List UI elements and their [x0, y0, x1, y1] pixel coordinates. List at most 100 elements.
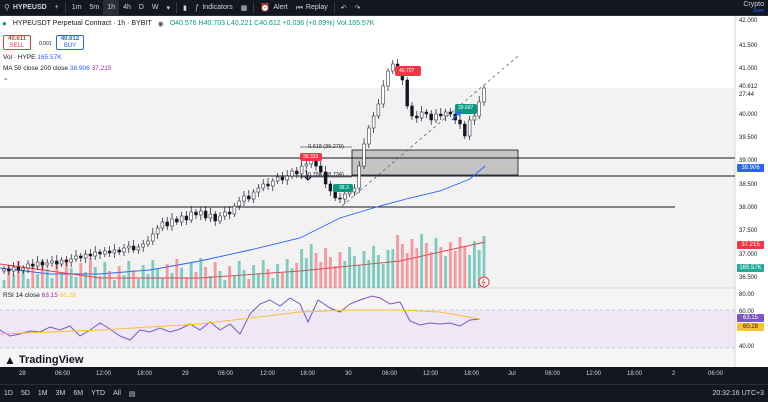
interval-w[interactable]: W: [151, 4, 159, 11]
replay-button[interactable]: ⏮ Replay: [292, 0, 332, 16]
candle-up[interactable]: [362, 143, 366, 167]
candle-up[interactable]: [50, 260, 54, 264]
candle-up[interactable]: [112, 249, 117, 254]
chart-area[interactable]: ● HYPEUSDT Perpetual Contract · 1h · BYB…: [0, 16, 768, 384]
candles[interactable]: [2, 59, 486, 276]
candle-down[interactable]: [175, 218, 179, 223]
candle-down[interactable]: [98, 251, 102, 255]
candle-down[interactable]: [295, 170, 299, 175]
trend-line[interactable]: [341, 55, 519, 207]
eye-icon[interactable]: ◉: [157, 20, 164, 28]
volume-bars[interactable]: [2, 234, 486, 288]
candle-up[interactable]: [367, 127, 371, 145]
candle-down[interactable]: [88, 253, 93, 257]
indicators-button[interactable]: ƒ Indicators: [191, 0, 237, 16]
candle-up[interactable]: [83, 253, 88, 259]
candle-down[interactable]: [405, 79, 409, 107]
candle-up[interactable]: [357, 165, 361, 189]
candle-up[interactable]: [261, 183, 265, 189]
symbol-search[interactable]: ⚲ HYPEUSD: [0, 0, 51, 16]
candle-up[interactable]: [299, 165, 304, 175]
candle-down[interactable]: [7, 268, 11, 272]
candle-up[interactable]: [232, 205, 237, 215]
candle-up[interactable]: [242, 195, 246, 202]
candle-up[interactable]: [35, 261, 40, 267]
candle-up[interactable]: [122, 247, 126, 253]
candle-down[interactable]: [16, 266, 21, 271]
candle-up[interactable]: [218, 215, 222, 222]
interval-d[interactable]: D: [138, 4, 144, 11]
candle-down[interactable]: [213, 213, 217, 222]
candle-down[interactable]: [184, 215, 189, 221]
candle-up[interactable]: [434, 113, 438, 121]
candle-up[interactable]: [419, 111, 424, 119]
candle-up[interactable]: [443, 111, 448, 117]
candle-up[interactable]: [69, 258, 73, 263]
candle-up[interactable]: [223, 211, 227, 217]
candle-up[interactable]: [160, 221, 165, 229]
candle-up[interactable]: [304, 163, 309, 167]
range-5d[interactable]: 5D: [20, 390, 30, 397]
interval-1m[interactable]: 1m: [71, 4, 82, 11]
candle-up[interactable]: [146, 240, 150, 245]
candle-up[interactable]: [127, 245, 131, 249]
ma50-line[interactable]: [0, 165, 486, 275]
candle-down[interactable]: [328, 183, 333, 192]
candle-down[interactable]: [280, 176, 285, 181]
candle-up[interactable]: [352, 187, 357, 193]
alert-button[interactable]: ⏰ Alert: [256, 0, 291, 16]
candle-up[interactable]: [151, 233, 155, 242]
candle-up[interactable]: [237, 200, 241, 207]
candle-up[interactable]: [251, 191, 256, 200]
candle-up[interactable]: [343, 193, 347, 200]
candle-up[interactable]: [136, 246, 141, 251]
interval-1h[interactable]: 1h: [103, 0, 120, 16]
candle-down[interactable]: [333, 190, 337, 199]
candle-up[interactable]: [26, 263, 30, 269]
range-3m[interactable]: 3M: [55, 390, 66, 397]
candle-down[interactable]: [227, 211, 232, 215]
candle-down[interactable]: [429, 113, 433, 121]
candle-down[interactable]: [117, 249, 121, 253]
candle-up[interactable]: [347, 191, 352, 195]
candle-up[interactable]: [208, 213, 213, 219]
candle-up[interactable]: [275, 176, 280, 182]
candle-up[interactable]: [477, 101, 481, 117]
candle-up[interactable]: [271, 180, 275, 187]
candle-up[interactable]: [467, 119, 472, 137]
candle-up[interactable]: [371, 115, 376, 129]
candle-down[interactable]: [323, 171, 328, 185]
candle-up[interactable]: [2, 268, 6, 272]
redo-icon[interactable]: ↷: [354, 4, 361, 12]
candle-down[interactable]: [203, 210, 208, 219]
candle-down[interactable]: [194, 211, 198, 216]
candle-down[interactable]: [131, 245, 136, 251]
candle-down[interactable]: [64, 259, 69, 263]
candle-up[interactable]: [199, 210, 203, 216]
candle-up[interactable]: [74, 255, 78, 260]
candle-up[interactable]: [179, 215, 184, 223]
candle-type-icon[interactable]: ▮: [183, 4, 187, 12]
undo-icon[interactable]: ↶: [340, 4, 347, 12]
candle-down[interactable]: [319, 165, 323, 173]
candle-up[interactable]: [21, 267, 25, 271]
range-all[interactable]: All: [113, 390, 121, 397]
candle-up[interactable]: [376, 103, 381, 117]
candle-up[interactable]: [290, 170, 294, 177]
candle-up[interactable]: [386, 70, 390, 87]
buy-button[interactable]: 40.612 BUY: [56, 35, 84, 50]
date-range-icon[interactable]: ▤: [128, 390, 136, 398]
range-ytd[interactable]: YTD: [91, 390, 106, 397]
candle-up[interactable]: [141, 243, 145, 248]
candle-down[interactable]: [410, 105, 414, 117]
candle-down[interactable]: [458, 119, 462, 125]
candle-down[interactable]: [266, 183, 270, 187]
candle-down[interactable]: [55, 260, 59, 265]
supply-demand-zone[interactable]: [351, 149, 519, 176]
price-axis[interactable]: [735, 16, 768, 367]
candle-up[interactable]: [103, 250, 107, 255]
interval-dropdown-icon[interactable]: ▾: [166, 4, 171, 12]
rsi-line[interactable]: [0, 295, 481, 341]
candle-down[interactable]: [107, 250, 112, 254]
red-price-label[interactable]: [395, 66, 421, 76]
